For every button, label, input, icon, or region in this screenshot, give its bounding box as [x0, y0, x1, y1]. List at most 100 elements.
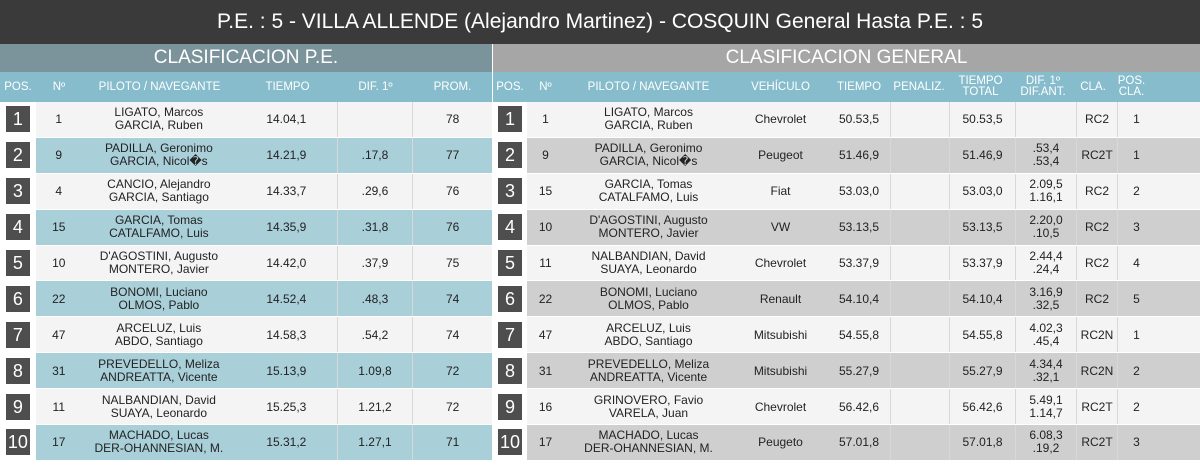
time-cell: 54.55,8	[838, 327, 880, 342]
number-cell: 1	[542, 112, 549, 127]
class-position-cell: 1	[1117, 102, 1155, 137]
position-badge: 9	[498, 393, 522, 420]
diff-cell-line1: 5.49,1	[1029, 392, 1063, 407]
penalty-cell	[890, 389, 949, 425]
table-row: 9 16 GRINOVERO, Favio VARELA, Juan Chevrolet…	[493, 389, 1200, 426]
time-cell: 14.52,4	[266, 291, 307, 306]
time-cell: 57.01,8	[838, 435, 880, 450]
col-pos-cla: POS. CLA.	[1113, 72, 1150, 102]
total-time-cell: 53.03,0	[949, 173, 1015, 209]
pilot-cell-line1: BONOMI, Luciano	[110, 284, 208, 299]
pilot-cell: PREVEDELLO, Meliza ANDREATTA, Vicente	[564, 353, 733, 388]
class-cell: RC2T	[1076, 389, 1117, 425]
pilot-cell-line2: MONTERO, Javier	[598, 226, 699, 241]
pilot-cell: PADILLA, Geronimo GARCIA, Nicol�s	[82, 138, 236, 173]
diff-cell: .37,9	[336, 245, 413, 281]
diff-cell-line1: 6.08,3	[1029, 428, 1063, 443]
diff-cell-line2: .45,4	[1032, 333, 1060, 348]
diff-cell: 4.34,4.32,1	[1015, 353, 1076, 389]
position-badge: 5	[5, 250, 30, 276]
time-cell: 14.21,9	[266, 148, 307, 163]
vehicle-cell: Mitsubishi	[753, 327, 808, 342]
average-cell: 78	[412, 102, 492, 137]
position-cell: 4	[493, 209, 527, 245]
diff-cell: 2.44,4.24,4	[1015, 245, 1076, 281]
col-pos-cla-line1: POS.	[1117, 75, 1146, 87]
table-row: 1 1 LIGATO, Marcos GARCIA, Ruben 14.04,1 78	[0, 102, 492, 138]
diff-cell-line2: 1.14,7	[1029, 405, 1063, 420]
pilot-cell-line1: MACHADO, Lucas	[108, 428, 209, 443]
position-cell: 2	[493, 137, 527, 173]
diff-cell: .48,3	[336, 281, 413, 317]
table-row: 8 31 PREVEDELLO, Meliza ANDREATTA, Vicente M…	[493, 353, 1200, 390]
pilot-cell-line2: SUAYA, Leonardo	[110, 405, 207, 420]
pilot-cell-line1: BONOMI, Luciano	[599, 284, 698, 299]
diff-cell: .17,8	[336, 137, 413, 173]
diff-cell: .53,4.53,4	[1015, 137, 1076, 173]
position-cell: 10	[0, 425, 36, 460]
vehicle-cell: Chevrolet	[754, 256, 807, 270]
penalty-cell	[890, 173, 949, 209]
penalty-cell	[890, 425, 949, 460]
position-cell: 7	[0, 317, 36, 353]
position-badge: 9	[5, 393, 30, 420]
pilot-cell-line1: D'AGOSTINI, Augusto	[589, 213, 708, 228]
class-cell: RC2T	[1076, 137, 1117, 173]
position-cell: 6	[493, 281, 527, 317]
col-diff: DIF. 1º	[358, 80, 393, 93]
diff-cell: 1.09,8	[336, 353, 413, 389]
position-badge: 1	[498, 106, 522, 133]
total-time-cell: 55.27,9	[949, 353, 1015, 389]
class-position-cell: 2	[1117, 389, 1155, 425]
pilot-cell: NALBANDIAN, David SUAYA, Leonardo	[82, 389, 236, 424]
time-cell: 15.25,3	[266, 399, 307, 414]
time-cell: 53.03,0	[838, 184, 880, 199]
table-row: 5 11 NALBANDIAN, David SUAYA, Leonardo Chevr…	[493, 245, 1200, 282]
table-row: 3 15 GARCIA, Tomas CATALFAMO, Luis Fiat 53.03…	[493, 173, 1200, 210]
average-cell: 72	[412, 389, 492, 425]
total-time-cell: 54.55,8	[949, 317, 1015, 353]
pilot-cell: GARCIA, Tomas CATALFAMO, Luis	[82, 210, 236, 245]
pilot-cell-line2: ABDO, Santiago	[114, 333, 203, 348]
diff-cell: 6.08,3.19,2	[1015, 425, 1076, 460]
col-diff-line2: DIF.ANT.	[1020, 86, 1066, 98]
average-cell: 76	[412, 173, 492, 209]
col-diff-line1: DIF. 1º	[1025, 75, 1061, 87]
class-position-cell: 4	[1117, 245, 1155, 281]
total-time-cell: 53.13,5	[949, 209, 1015, 245]
position-badge: 1	[5, 106, 30, 133]
general-table-header: POS. Nº PILOTO / NAVEGANTE VEHÍCULO TIEM…	[493, 72, 1200, 102]
diff-cell: 4.02,3.45,4	[1015, 317, 1076, 353]
col-num: Nº	[52, 80, 66, 93]
pilot-cell: PADILLA, Geronimo GARCIA, Nicol�s	[564, 138, 733, 173]
pilot-cell-line1: GARCIA, Tomas	[604, 177, 693, 192]
number-cell: 10	[538, 220, 553, 235]
class-cell: RC2N	[1076, 353, 1117, 389]
total-time-cell: 50.53,5	[949, 102, 1015, 137]
pilot-cell: LIGATO, Marcos GARCIA, Ruben	[564, 102, 733, 137]
time-cell: 51.46,9	[838, 148, 880, 163]
pilot-cell: MACHADO, Lucas DER-OHANNESIAN, M.	[82, 425, 236, 460]
general-heading: CLASIFICACION GENERAL	[493, 44, 1200, 72]
pilot-cell: BONOMI, Luciano OLMOS, Pablo	[82, 281, 236, 316]
time-cell: 53.37,9	[838, 256, 880, 270]
table-row: 7 47 ARCELUZ, Luis ABDO, Santiago 14.58,3.54…	[0, 317, 492, 354]
penalty-cell	[890, 317, 949, 353]
pilot-cell: CANCIO, Alejandro GARCIA, Santiago	[82, 174, 236, 209]
position-badge: 2	[5, 142, 30, 169]
table-row: 9 11 NALBANDIAN, David SUAYA, Leonardo 15.25…	[0, 389, 492, 426]
stage-table-header: POS. Nº PILOTO / NAVEGANTE TIEMPO DIF. 1…	[0, 72, 492, 102]
table-row: 4 10 D'AGOSTINI, Augusto MONTERO, Javier VW 5…	[493, 209, 1200, 246]
table-row: 8 31 PREVEDELLO, Meliza ANDREATTA, Vicente 1…	[0, 353, 492, 390]
diff-cell-line2: .32,1	[1032, 369, 1060, 384]
position-cell: 3	[493, 173, 527, 209]
number-cell: 31	[52, 363, 66, 378]
diff-cell-line1: 2.44,4	[1029, 249, 1063, 263]
diff-cell-line2: .24,4	[1032, 262, 1060, 276]
position-cell: 9	[0, 389, 36, 425]
col-avg: PROM.	[433, 80, 472, 93]
diff-cell: 3.16,9.32,5	[1015, 281, 1076, 317]
time-cell: 14.35,9	[266, 220, 307, 235]
pilot-cell-line2: MONTERO, Javier	[108, 262, 209, 276]
class-cell: RC2	[1076, 281, 1117, 317]
